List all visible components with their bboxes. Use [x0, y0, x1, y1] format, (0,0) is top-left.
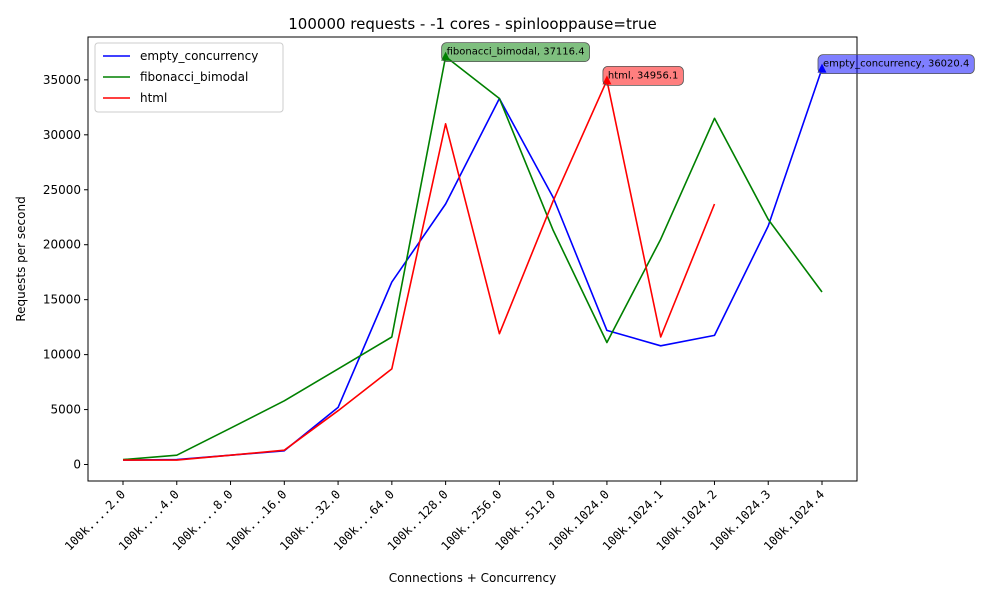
- annotation-box-empty_concurrency: [817, 54, 975, 75]
- chart-title: 100000 requests - -1 cores - spinlooppau…: [288, 15, 656, 33]
- y-axis-title: Requests per second: [14, 196, 28, 321]
- y-tick-label: 0: [73, 458, 81, 472]
- y-tick-label: 20000: [43, 238, 81, 252]
- annotation-fibonacci_bimodal: fibonacci_bimodal, 37116.4: [441, 42, 590, 63]
- legend-label-fibonacci_bimodal: fibonacci_bimodal: [140, 70, 248, 84]
- x-axis-title: Connections + Concurrency: [389, 571, 556, 585]
- series-line-html: [123, 79, 716, 461]
- annotation-box-html: [602, 65, 684, 86]
- annotation-text-fibonacci_bimodal: fibonacci_bimodal, 37116.4: [447, 47, 585, 58]
- y-tick-label: 15000: [43, 293, 81, 307]
- legend-box: [94, 42, 284, 113]
- legend-label-empty_concurrency: empty_concurrency: [140, 49, 258, 63]
- annotation-box-fibonacci_bimodal: [441, 42, 590, 63]
- y-tick-label: 25000: [43, 183, 81, 197]
- y-tick-label: 30000: [43, 128, 81, 142]
- plot-frame: [87, 36, 858, 482]
- series-line-empty_concurrency: [122, 68, 823, 461]
- annotation-text-html: html, 34956.1: [608, 70, 679, 81]
- y-tick-label: 10000: [43, 348, 81, 362]
- annotation-html: html, 34956.1: [602, 65, 684, 86]
- annotation-text-empty_concurrency: empty_concurrency, 36020.4: [823, 59, 969, 70]
- y-tick-label: 35000: [43, 73, 81, 87]
- y-tick-label: 5000: [50, 403, 81, 417]
- legend-label-html: html: [140, 91, 167, 105]
- annotation-empty_concurrency: empty_concurrency, 36020.4: [817, 54, 975, 75]
- series-line-fibonacci_bimodal: [122, 55, 823, 461]
